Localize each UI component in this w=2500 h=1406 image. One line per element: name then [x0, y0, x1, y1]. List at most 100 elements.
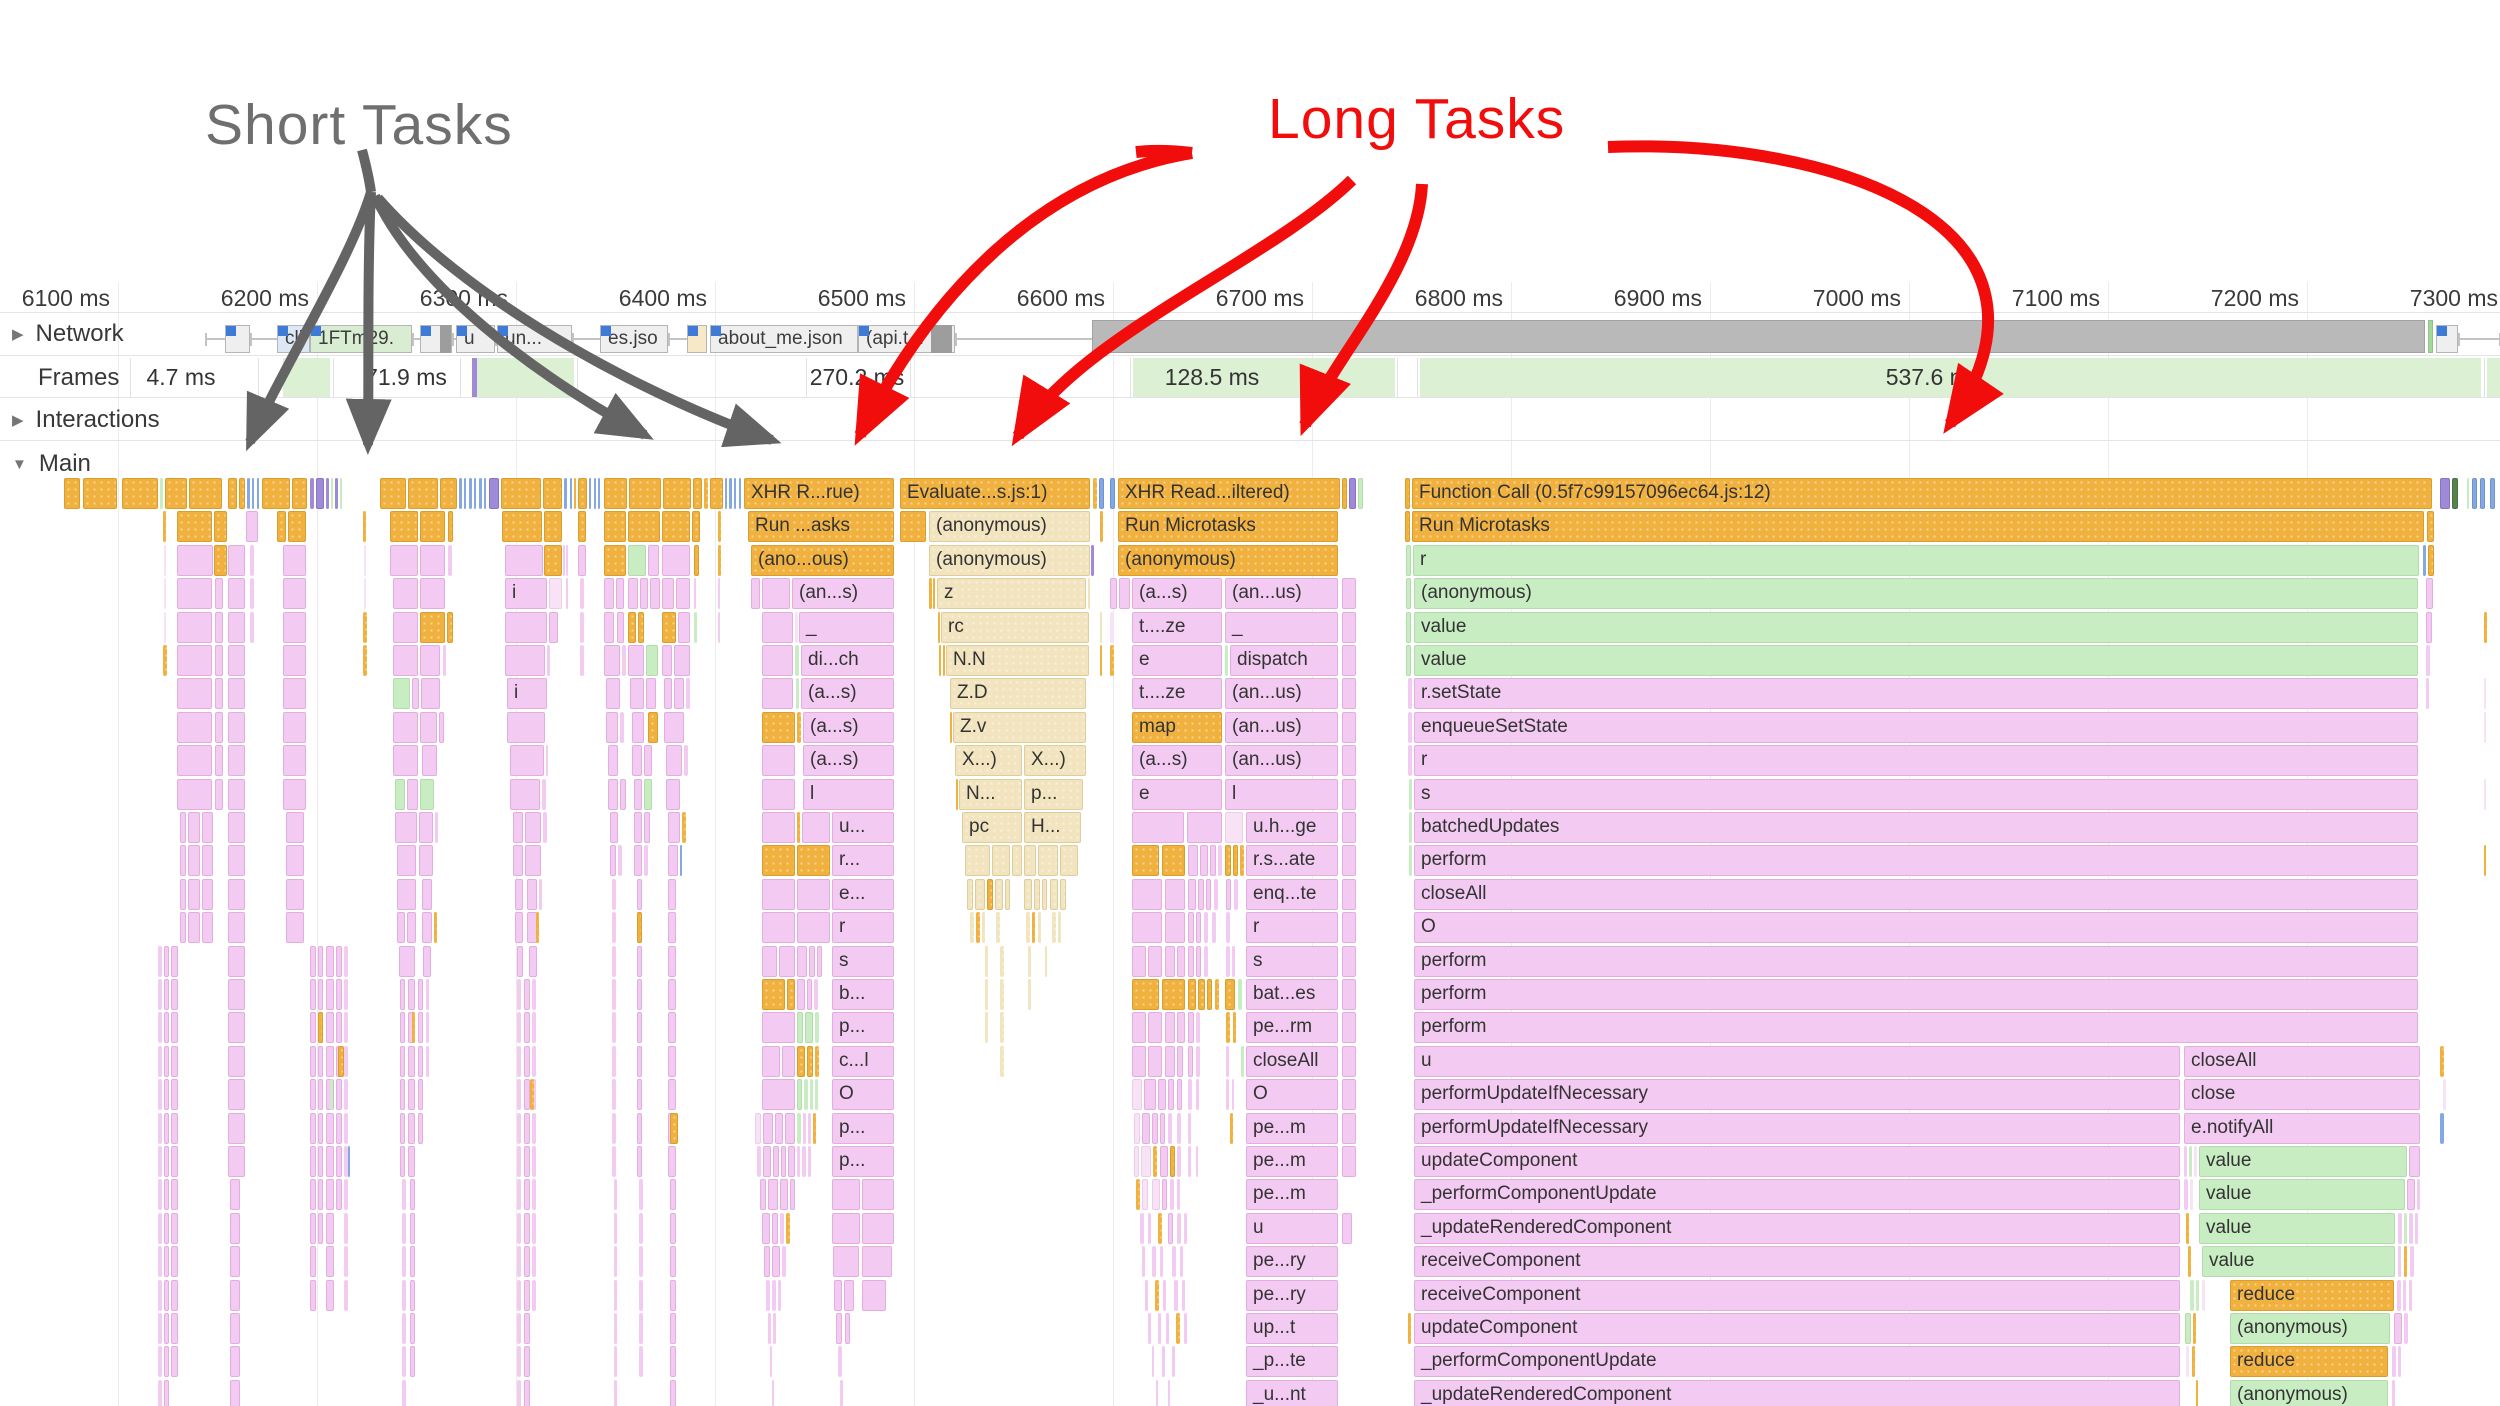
flame-bar[interactable]	[408, 1045, 415, 1077]
flame-bar[interactable]	[228, 945, 245, 977]
flame-bar[interactable]: value	[2199, 1179, 2405, 1211]
flame-bar[interactable]	[228, 611, 245, 643]
flame-bar[interactable]	[1165, 878, 1185, 910]
flame-bar[interactable]	[1162, 979, 1185, 1010]
flame-bar[interactable]	[614, 1246, 617, 1278]
flame-bar[interactable]	[1038, 912, 1041, 944]
flame-bar[interactable]	[400, 1146, 405, 1177]
flame-bar[interactable]	[515, 878, 523, 910]
flame-bar[interactable]	[1005, 878, 1010, 910]
flame-bar[interactable]	[1188, 845, 1198, 877]
flame-bar[interactable]	[668, 912, 676, 944]
flame-bar[interactable]	[751, 578, 760, 610]
flame-bar[interactable]	[318, 945, 323, 977]
flame-bar[interactable]	[2409, 1212, 2413, 1244]
flame-bar[interactable]	[283, 711, 306, 743]
flame-bar[interactable]	[762, 711, 795, 743]
flame-bar[interactable]	[1342, 1012, 1356, 1044]
flame-bar[interactable]	[1042, 878, 1047, 910]
flame-bar[interactable]	[785, 1112, 795, 1144]
flame-bar[interactable]	[639, 1179, 643, 1211]
flame-bar[interactable]	[797, 845, 830, 877]
flame-bar[interactable]: r	[1246, 912, 1338, 944]
flame-bar[interactable]	[1177, 945, 1185, 977]
flame-bar[interactable]	[2394, 1313, 2402, 1344]
flame-bar[interactable]	[228, 778, 245, 810]
flame-bar[interactable]	[158, 1246, 162, 1278]
flame-bar[interactable]	[637, 1012, 642, 1044]
flame-bar[interactable]	[215, 645, 223, 676]
flame-bar[interactable]	[228, 1079, 245, 1111]
flame-bar[interactable]	[310, 1179, 316, 1211]
flame-bar[interactable]	[171, 1079, 178, 1111]
flame-bar[interactable]	[1177, 1112, 1181, 1144]
flame-bar[interactable]	[164, 1012, 169, 1044]
flame-bar[interactable]	[525, 812, 541, 843]
flame-bar[interactable]	[1204, 912, 1208, 944]
flame-bar[interactable]	[1165, 1045, 1175, 1077]
flame-bar[interactable]	[678, 611, 690, 643]
flame-bar[interactable]	[1408, 678, 1412, 710]
flame-bar[interactable]	[1034, 878, 1040, 910]
flame-bar[interactable]	[604, 578, 614, 610]
flame-bar[interactable]	[797, 878, 830, 910]
flame-bar[interactable]	[2484, 778, 2486, 810]
flame-bar[interactable]	[283, 778, 306, 810]
flame-bar[interactable]	[228, 878, 245, 910]
flame-bar[interactable]	[1148, 945, 1162, 977]
flame-bar[interactable]	[1225, 845, 1231, 877]
flame-bar[interactable]	[933, 578, 935, 610]
flame-bar[interactable]: u...	[832, 812, 894, 843]
flame-bar[interactable]	[400, 979, 405, 1010]
flame-bar[interactable]: enqueueSetState	[1414, 711, 2418, 743]
flame-bar[interactable]	[929, 578, 932, 610]
flame-bar[interactable]	[410, 1179, 415, 1211]
flame-bar[interactable]	[610, 812, 618, 843]
flame-bar[interactable]	[2467, 478, 2469, 509]
flame-bar[interactable]	[680, 845, 682, 877]
flame-bar[interactable]	[684, 745, 688, 777]
flame-bar[interactable]: map	[1132, 711, 1222, 743]
flame-bar[interactable]	[762, 578, 790, 610]
flame-bar[interactable]	[420, 611, 445, 643]
flame-bar[interactable]	[348, 1146, 350, 1177]
flame-bar[interactable]	[755, 1112, 761, 1144]
flame-bar[interactable]	[796, 678, 799, 710]
flame-bar[interactable]	[397, 912, 405, 944]
flame-bar[interactable]	[2407, 1179, 2415, 1211]
flame-bar[interactable]	[637, 1112, 642, 1144]
flame-bar[interactable]: (anonymous)	[1414, 578, 2418, 610]
flame-bar[interactable]: e.notifyAll	[2184, 1112, 2420, 1144]
flame-bar[interactable]: N...	[959, 778, 1022, 810]
flame-bar[interactable]	[532, 1146, 536, 1177]
flame-bar[interactable]: perform	[1414, 979, 2418, 1010]
flame-bar[interactable]: pc	[962, 812, 1022, 843]
flame-bar[interactable]	[1342, 678, 1356, 710]
flame-bar[interactable]	[970, 912, 974, 944]
flame-bar[interactable]: (anonymous)	[1118, 544, 1338, 576]
flame-bar[interactable]	[165, 478, 187, 509]
flame-bar[interactable]: p...	[832, 1112, 894, 1144]
flame-bar[interactable]: (a...s)	[1132, 578, 1222, 610]
flame-bar[interactable]	[408, 979, 415, 1010]
flame-bar[interactable]	[770, 1346, 772, 1378]
flame-bar[interactable]	[164, 1045, 169, 1077]
flame-bar[interactable]	[410, 1346, 415, 1378]
flame-bar[interactable]	[532, 1212, 536, 1244]
flame-bar[interactable]	[2392, 1379, 2395, 1406]
flame-bar[interactable]	[996, 912, 1000, 944]
flame-bar[interactable]	[164, 1279, 169, 1311]
flame-bar[interactable]	[171, 1279, 178, 1311]
flame-bar[interactable]	[250, 578, 254, 610]
flame-bar[interactable]: r	[1414, 745, 2418, 777]
flame-bar[interactable]: (anonymous)	[929, 544, 1090, 576]
flame-bar[interactable]	[614, 1346, 617, 1378]
flame-bar[interactable]	[420, 645, 440, 676]
flame-bar[interactable]	[421, 678, 440, 710]
flame-bar[interactable]	[604, 544, 626, 576]
flame-bar[interactable]	[1198, 979, 1205, 1010]
flame-bar[interactable]	[400, 1012, 405, 1044]
flame-bar[interactable]	[228, 1146, 245, 1177]
flame-bar[interactable]	[310, 979, 316, 1010]
flame-bar[interactable]	[639, 1346, 643, 1378]
